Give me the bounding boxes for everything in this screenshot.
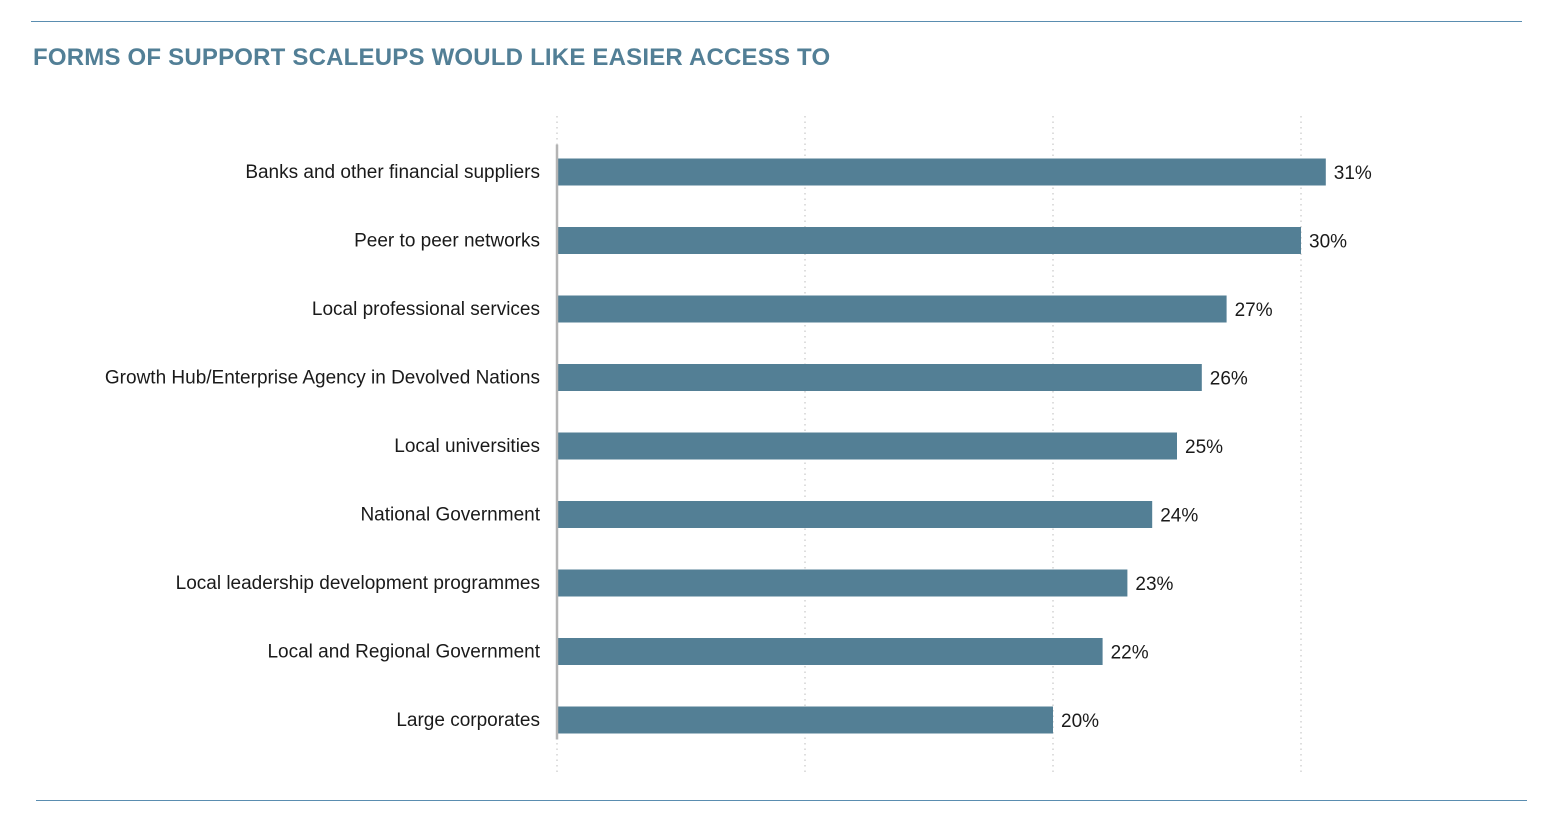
bar-9 [557,706,1053,734]
category-label: Local universities [394,436,540,457]
category-label: Peer to peer networks [354,231,540,252]
category-labels: Banks and other financial suppliers Peer … [105,162,541,731]
bars [557,158,1326,734]
category-label: Growth Hub/Enterprise Agency in Devolved… [105,368,540,389]
bar-1 [557,158,1326,186]
category-label: Local professional services [312,299,540,320]
category-label: Banks and other financial suppliers [245,162,540,183]
chart-title: FORMS OF SUPPORT SCALEUPS WOULD LIKE EAS… [33,44,831,71]
value-labels: 31% 30% 27% 26% 25% 24% 23% 22% 20% [1061,163,1372,732]
bar-8 [557,638,1103,665]
value-label: 25% [1185,437,1223,458]
value-label: 24% [1160,506,1198,527]
bar-4 [557,364,1202,391]
bar-3 [557,295,1227,323]
value-label: 30% [1309,232,1347,253]
bar-5 [557,432,1177,460]
bar-2 [557,227,1301,254]
value-label: 31% [1334,163,1372,184]
value-label: 22% [1111,643,1149,664]
category-label: Local and Regional Government [267,642,540,663]
category-label: Large corporates [396,710,540,731]
bar-7 [557,569,1128,597]
value-label: 20% [1061,711,1099,732]
bar-6 [557,501,1153,528]
bottom-divider [36,800,1527,801]
top-divider [31,21,1522,22]
value-label: 27% [1235,300,1273,321]
value-label: 26% [1210,369,1248,390]
value-label: 23% [1135,574,1173,595]
category-label: National Government [360,505,540,526]
category-label: Local leadership development programmes [176,573,540,594]
